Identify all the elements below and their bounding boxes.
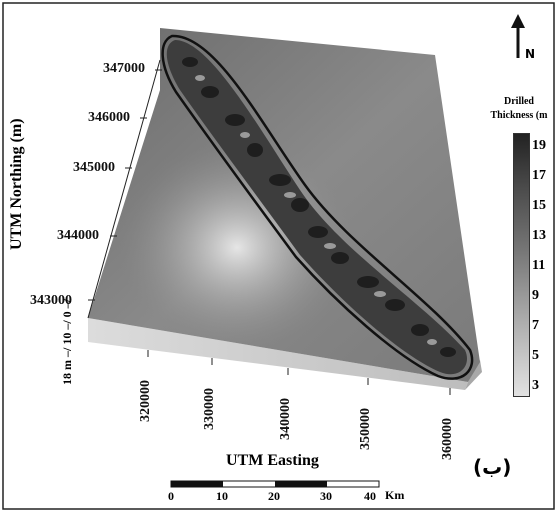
- z-axis-label: 18 m –/ 10 –/ 0 –/: [60, 299, 74, 385]
- northing-tick-label: 343000: [30, 293, 72, 308]
- legend-title-line1: Drilled: [504, 96, 534, 107]
- easting-tick-label: 350000: [358, 408, 373, 450]
- easting-tick-label: 320000: [138, 380, 153, 422]
- color-scale-bar: [513, 133, 530, 397]
- scale-unit: Km: [385, 488, 405, 502]
- legend-value: 5: [532, 348, 539, 363]
- scale-tick-label: 40: [364, 489, 376, 503]
- legend-value: 3: [532, 378, 539, 393]
- legend-title: Drilled Thickness (m: [474, 95, 557, 123]
- easting-tick-label: 360000: [440, 418, 455, 460]
- x-axis-title: UTM Easting: [226, 452, 319, 469]
- panel-label: (ب): [473, 455, 512, 479]
- legend-value: 17: [532, 168, 546, 183]
- drilled-texture: [182, 57, 456, 357]
- legend-value: 15: [532, 198, 546, 213]
- northing-tick-label: 344000: [57, 228, 99, 243]
- zone-outline: [161, 34, 474, 380]
- legend-value: 19: [532, 138, 546, 153]
- legend-title-line2: Thickness (m: [490, 110, 548, 121]
- y-axis-title: UTM Northing (m): [8, 118, 25, 250]
- easting-tick-label: 340000: [278, 398, 293, 440]
- north-label: N: [525, 47, 536, 61]
- legend-value: 9: [532, 288, 539, 303]
- northing-tick-label: 347000: [103, 61, 145, 76]
- northing-tick-label: 346000: [88, 110, 130, 125]
- block-side-right: [465, 360, 482, 390]
- legend-value: 7: [532, 318, 539, 333]
- scale-tick-label: 0: [168, 489, 174, 503]
- north-arrow-icon: [511, 14, 525, 58]
- scale-tick-label: 10: [216, 489, 228, 503]
- easting-tick-label: 330000: [202, 388, 217, 430]
- northing-tick-label: 345000: [73, 160, 115, 175]
- scale-tick-label: 30: [320, 489, 332, 503]
- legend-value: 11: [532, 258, 546, 273]
- drilled-highlights: [195, 75, 437, 345]
- block-side-left: [88, 318, 468, 390]
- scale-tick-label: 20: [268, 489, 280, 503]
- legend-value: 13: [532, 228, 546, 243]
